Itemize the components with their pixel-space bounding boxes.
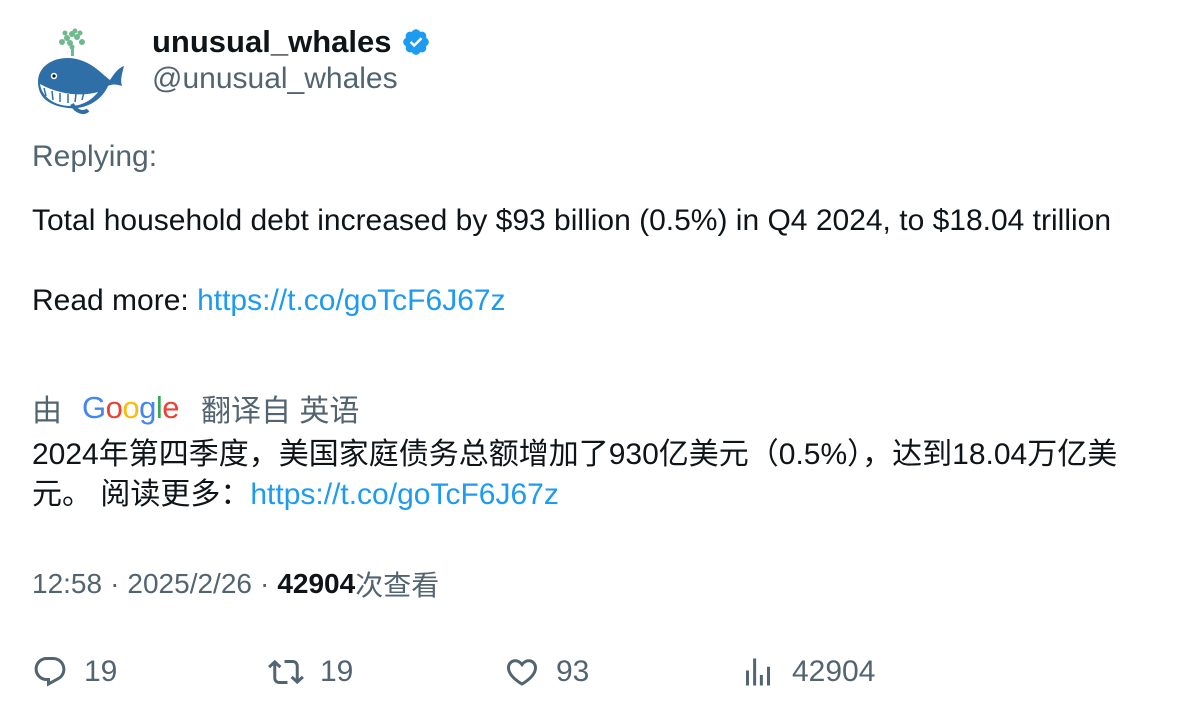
author-name-row[interactable]: unusual_whales — [152, 22, 431, 62]
read-more-line: Read more: https://t.co/goTcF6J67z — [32, 281, 1152, 321]
author-display-name[interactable]: unusual_whales — [152, 24, 392, 59]
translated-from-label[interactable]: 翻译自 英语 — [201, 395, 360, 428]
reply-count: 19 — [84, 655, 118, 688]
action-bar: 19 19 93 42904 — [32, 650, 1132, 694]
verified-badge-icon — [401, 27, 431, 57]
tweet-text: Total household debt increased by $93 bi… — [32, 204, 1112, 237]
translated-body: 2024年第四季度，美国家庭债务总额增加了930亿美元（0.5%），达到18.0… — [32, 438, 1118, 511]
like-button[interactable]: 93 — [504, 650, 589, 694]
views-button[interactable]: 42904 — [740, 650, 875, 694]
whale-avatar-icon — [38, 28, 124, 114]
tweet-time[interactable]: 12:58 — [32, 568, 103, 599]
meta-separator: · — [110, 568, 120, 599]
translated-link[interactable]: https://t.co/goTcF6J67z — [250, 478, 559, 511]
author-handle[interactable]: @unusual_whales — [152, 62, 398, 95]
retweet-button[interactable]: 19 — [268, 650, 353, 694]
tweet-date[interactable]: 2025/2/26 — [127, 568, 252, 599]
heart-icon — [506, 659, 538, 686]
reply-icon — [34, 657, 66, 687]
translated-text: 2024年第四季度，美国家庭债务总额增加了930亿美元（0.5%），达到18.0… — [32, 435, 1162, 515]
tweet-body: Total household debt increased by $93 bi… — [32, 201, 1152, 321]
translated-by-label: 由 — [32, 395, 62, 428]
retweet-count: 19 — [320, 655, 354, 688]
meta-separator-2: · — [259, 568, 270, 599]
views-count: 42904 — [277, 568, 356, 599]
translation-attribution: 由 Google 翻译自 英语 — [32, 386, 359, 430]
google-logo: Google — [82, 390, 180, 425]
like-count: 93 — [556, 655, 590, 688]
replying-label: Replying: — [32, 140, 158, 173]
views-label: 次查看 — [355, 570, 440, 601]
retweet-icon — [268, 659, 304, 685]
reply-button[interactable]: 19 — [32, 650, 117, 694]
views-action-count: 42904 — [792, 655, 876, 688]
tweet-link[interactable]: https://t.co/goTcF6J67z — [197, 284, 506, 317]
read-more-label: Read more: — [32, 284, 198, 317]
avatar[interactable] — [32, 24, 128, 120]
analytics-icon — [746, 658, 770, 686]
tweet-meta: 12:58 · 2025/2/26 · 42904 次查看 — [32, 564, 439, 604]
